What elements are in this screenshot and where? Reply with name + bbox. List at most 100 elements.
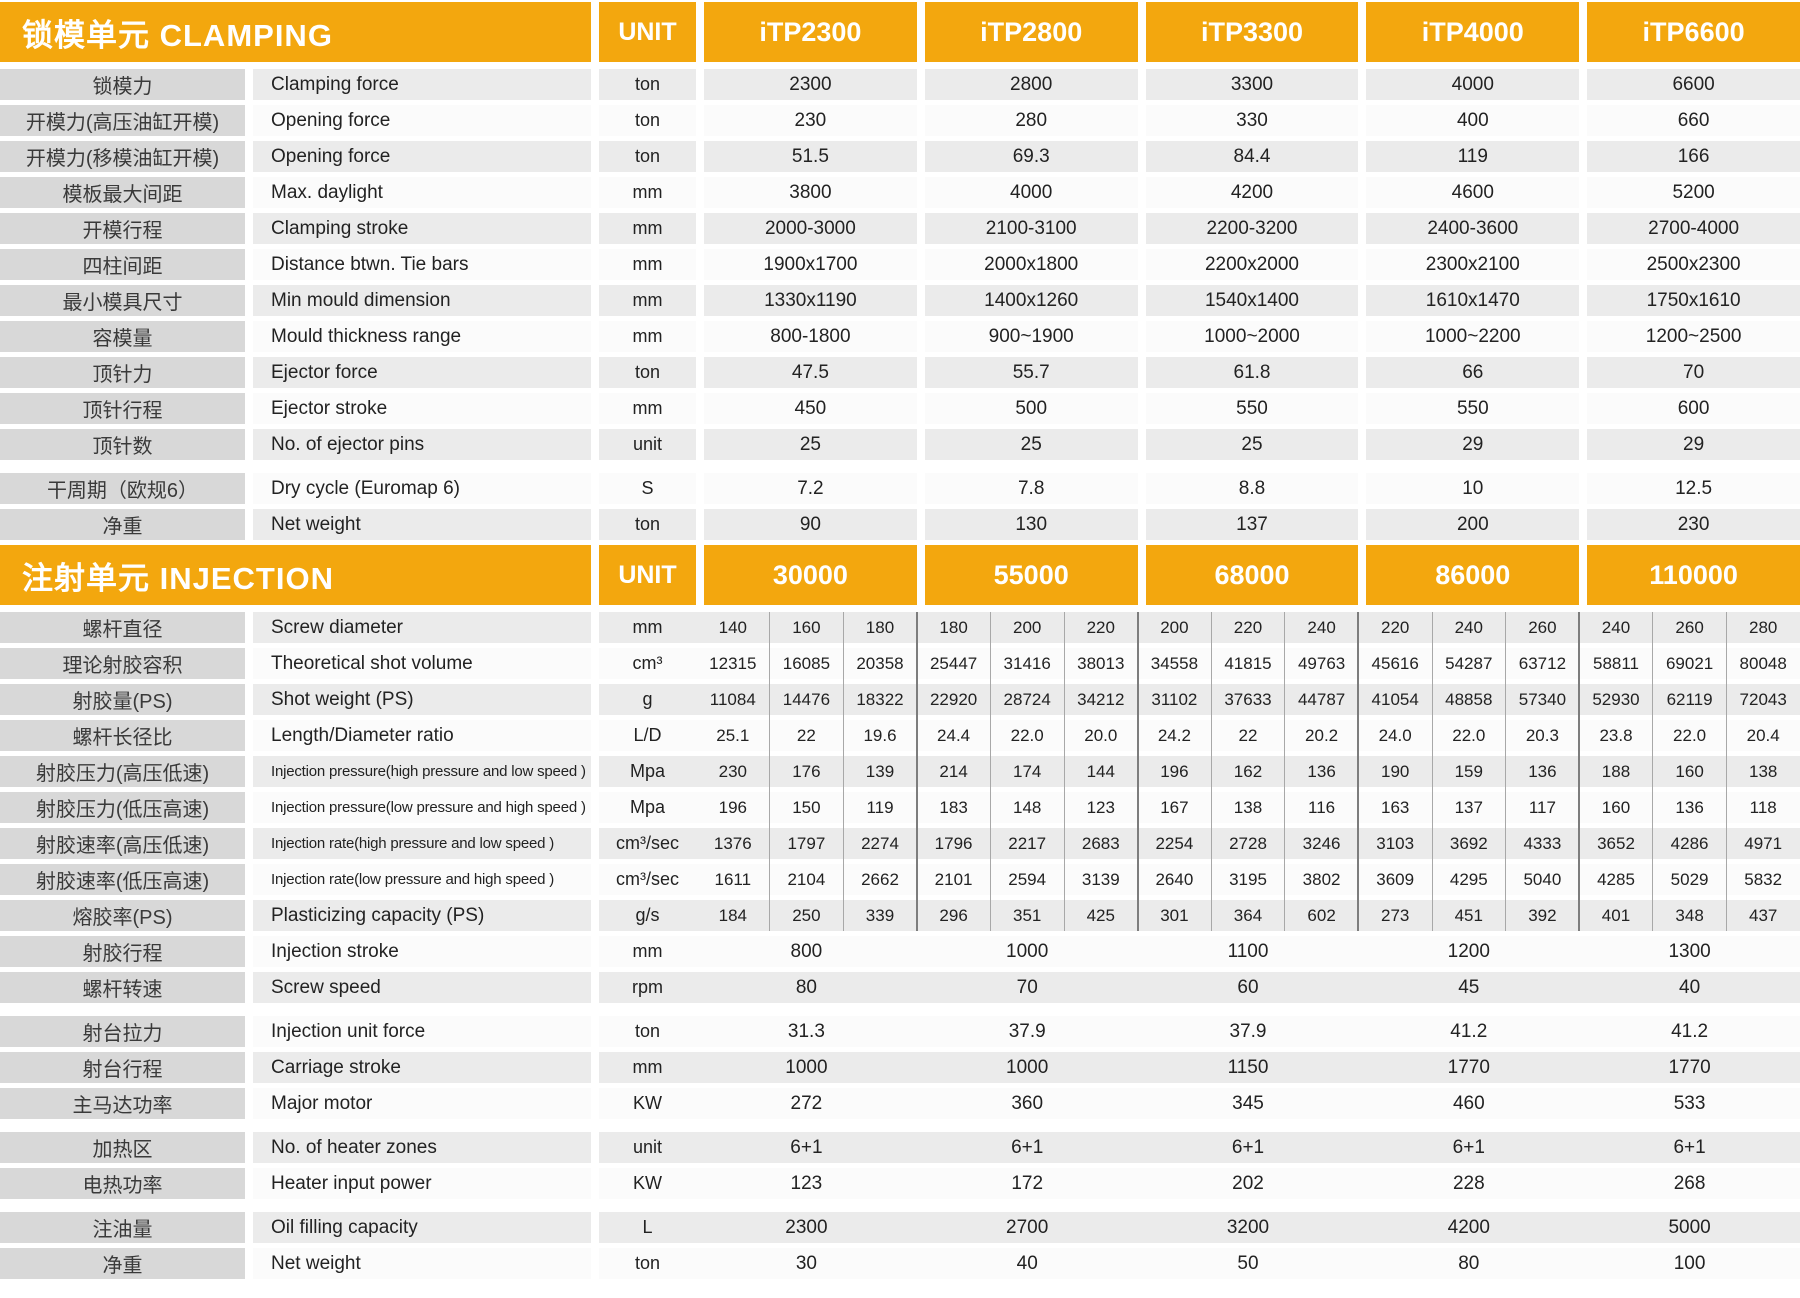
spec-value: 2728 — [1229, 833, 1267, 853]
spec-value: 7.2 — [704, 473, 917, 504]
row-label-en: Ejector stroke — [253, 393, 591, 424]
spec-value: 460 — [1452, 1092, 1485, 1114]
spec-value: 260 — [1528, 617, 1557, 637]
spec-value: 160 — [1675, 761, 1704, 781]
spec-value: 50 — [1237, 1252, 1259, 1274]
spec-value: 4200 — [1447, 1216, 1490, 1238]
column-separator-line — [1652, 612, 1654, 931]
spec-value: 38013 — [1077, 653, 1125, 673]
column-separator-line — [842, 612, 844, 931]
spec-value: 41815 — [1224, 653, 1272, 673]
spec-value: 80048 — [1739, 653, 1787, 673]
spec-value: 273 — [1381, 905, 1410, 925]
row-label-cn: 注油量 — [0, 1212, 245, 1243]
spec-value: 2100-3100 — [924, 213, 1138, 244]
spec-value: 184 — [718, 905, 747, 925]
row-label-cn: 射胶速率(高压低速) — [0, 828, 245, 859]
spec-value: 5040 — [1523, 869, 1562, 889]
spec-value: 3103 — [1376, 833, 1415, 853]
spec-value: 800-1800 — [704, 321, 917, 352]
column-separator-line — [915, 612, 918, 931]
row-unit: Mpa — [629, 761, 665, 781]
spec-value: 5000 — [1668, 1216, 1711, 1238]
row-unit: mm — [599, 213, 696, 244]
row-label-cn: 射台行程 — [0, 1052, 245, 1083]
spec-value: 24.4 — [937, 725, 971, 745]
row-label-en: Shot weight (PS) — [253, 684, 591, 715]
spec-value: 57340 — [1518, 689, 1567, 709]
column-separator-line — [1284, 612, 1286, 931]
spec-value: 200 — [1366, 509, 1580, 540]
spec-value: 4000 — [924, 177, 1138, 208]
section-header-injection: 注射单元 INJECTION UNIT 30000 55000 68000 86000 11… — [0, 545, 1800, 605]
spec-row: 注油量 Oil filling capacity L 2300 2700 3200 4200… — [0, 1212, 1800, 1243]
row-unit: mm — [599, 249, 696, 280]
model-column-header: iTP3300 — [1145, 2, 1359, 62]
spec-value: 6+1 — [1231, 1136, 1265, 1158]
row-label-cn: 螺杆直径 — [0, 612, 245, 643]
spec-value: 52930 — [1592, 689, 1640, 709]
spec-value: 1400x1260 — [924, 285, 1138, 316]
spec-value: 150 — [792, 797, 821, 817]
spec-value: 425 — [1086, 905, 1115, 925]
spec-value: 41.2 — [1671, 1020, 1709, 1042]
spec-value: 4971 — [1744, 833, 1783, 853]
spec-value: 190 — [1381, 761, 1410, 781]
injection-multi-block: 螺杆直径 Screw diameter mm 140 160 180 180 200 220 20… — [0, 612, 1800, 936]
spec-value: 5029 — [1670, 869, 1709, 889]
spec-value: 6+1 — [1011, 1136, 1044, 1158]
spec-value: 34212 — [1077, 689, 1125, 709]
row-unit: cm³ — [632, 653, 663, 673]
row-label-en: Screw diameter — [253, 612, 591, 643]
spec-value: 20.2 — [1305, 725, 1339, 745]
spec-value: 2000-3000 — [704, 213, 917, 244]
value-strip: rpm 80 70 60 45 40 — [599, 972, 1800, 1003]
spec-value: 5200 — [1587, 177, 1800, 208]
row-label-en: Min mould dimension — [253, 285, 591, 316]
spec-value: 40 — [1679, 976, 1701, 998]
spec-value: 55.7 — [924, 357, 1138, 388]
row-label-en: Dry cycle (Euromap 6) — [253, 473, 591, 504]
model-column-header: iTP2800 — [924, 2, 1138, 62]
row-label-cn: 射胶压力(高压低速) — [0, 756, 245, 787]
spec-value: 119 — [866, 797, 894, 817]
spec-value: 31416 — [1003, 653, 1051, 673]
spec-value: 2400-3600 — [1366, 213, 1580, 244]
spec-value: 22.0 — [1452, 725, 1486, 745]
spec-value: 2683 — [1081, 833, 1120, 853]
spec-value: 1000 — [1006, 1056, 1049, 1078]
spec-value: 220 — [1381, 617, 1410, 637]
model-column-header: 110000 — [1587, 545, 1800, 605]
spec-value: 163 — [1381, 797, 1410, 817]
spec-value: 80 — [1458, 1252, 1480, 1274]
row-unit: KW — [633, 1093, 662, 1113]
value-strip: L 2300 2700 3200 4200 5000 — [599, 1212, 1800, 1243]
spec-value: 1000 — [1006, 940, 1049, 962]
row-label-cn: 开模行程 — [0, 213, 245, 244]
spec-row: 射胶行程 Injection stroke mm 800 1000 1100 1200 130… — [0, 936, 1800, 967]
value-strip: KW 123 172 202 228 268 — [599, 1168, 1800, 1199]
section-header-clamping: 锁模单元 CLAMPING UNIT iTP2300 iTP2800 iTP3300 iT… — [0, 2, 1800, 62]
spec-value: 3652 — [1597, 833, 1635, 853]
spec-value: 1611 — [714, 869, 752, 889]
spec-value: 1376 — [713, 833, 752, 853]
spec-value: 272 — [790, 1092, 823, 1114]
spec-value: 58811 — [1592, 653, 1639, 673]
spec-value: 2254 — [1155, 833, 1194, 853]
spec-value: 330 — [1145, 105, 1359, 136]
spec-value: 130 — [924, 509, 1138, 540]
spec-value: 4200 — [1145, 177, 1359, 208]
row-unit: ton — [599, 509, 696, 540]
spec-row: 开模力(移模油缸开模) Opening force ton 51.5 69.3 84.4 1… — [0, 141, 1800, 172]
row-unit: g — [642, 689, 653, 709]
spec-value: 174 — [1013, 761, 1042, 781]
value-strip: Mpa 230 176 139 214 174 144 196 162 136 190 159 136 1… — [599, 756, 1800, 787]
spec-value: 1770 — [1447, 1056, 1490, 1078]
spec-value: 4285 — [1597, 869, 1635, 889]
spec-row: 射胶量(PS) Shot weight (PS) g 11084 14476 18322 2… — [0, 684, 1800, 715]
spec-value: 28724 — [1003, 689, 1051, 709]
spec-value: 37.9 — [1008, 1020, 1046, 1042]
value-strip: L/D 25.1 22 19.6 24.4 22.0 20.0 24.2 22 20.2 24.0 2… — [599, 720, 1800, 751]
spec-value: 30 — [795, 1252, 817, 1274]
spec-value: 4286 — [1670, 833, 1709, 853]
